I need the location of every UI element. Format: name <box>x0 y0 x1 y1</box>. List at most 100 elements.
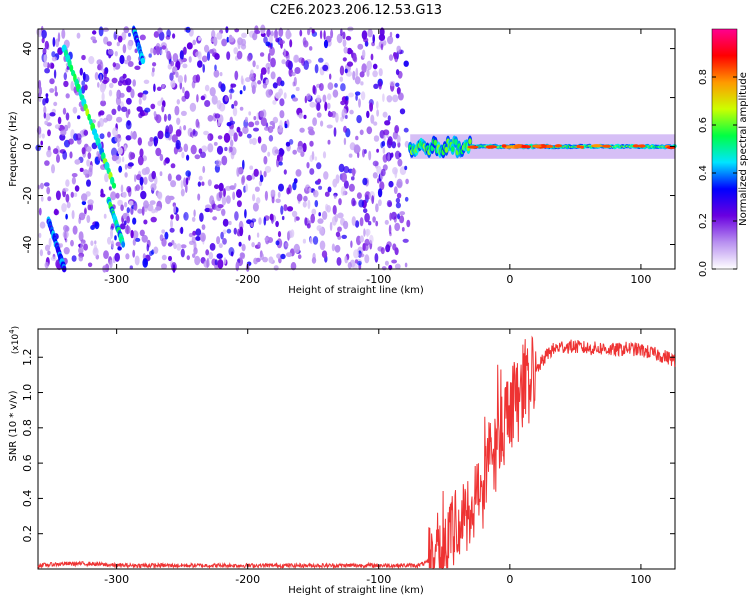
streak-mark <box>111 182 117 189</box>
noise-blob <box>111 154 118 162</box>
noise-blob <box>344 68 348 74</box>
noise-blob <box>203 130 209 136</box>
noise-blob <box>207 134 211 141</box>
noise-blob <box>404 165 408 171</box>
noise-blob <box>182 63 188 69</box>
noise-blob <box>268 34 273 44</box>
noise-blob <box>222 238 227 245</box>
noise-blob <box>169 227 175 233</box>
noise-blob <box>366 69 370 78</box>
noise-blob <box>81 80 86 87</box>
noise-blob <box>108 89 113 97</box>
noise-blob <box>174 105 180 116</box>
noise-blob <box>226 228 232 234</box>
noise-blob <box>404 262 408 268</box>
noise-blob <box>303 195 308 202</box>
noise-blob <box>119 92 125 98</box>
noise-blob <box>216 253 223 259</box>
noise-blob <box>318 57 324 63</box>
noise-blob <box>184 90 190 100</box>
noise-blob <box>213 141 218 146</box>
noise-blob <box>342 31 346 40</box>
noise-blob <box>98 153 101 162</box>
noise-blob <box>278 148 285 156</box>
noise-blob <box>380 141 384 149</box>
noise-blob <box>38 232 42 239</box>
noise-blob <box>382 154 388 163</box>
noise-blob <box>395 82 400 88</box>
noise-blob <box>272 116 279 124</box>
noise-blob <box>172 53 179 63</box>
noise-blob <box>45 113 51 121</box>
snr-panel: -300 -200 -100 0 100 0.2 0.4 0.6 0.8 1.0 1.2 Heig… <box>8 326 676 596</box>
noise-blob <box>186 42 193 50</box>
noise-blob <box>289 39 293 48</box>
noise-blob <box>309 101 316 108</box>
noise-blob <box>238 241 242 247</box>
noise-blob <box>259 174 264 183</box>
noise-blob <box>278 183 284 192</box>
noise-blob <box>114 252 120 262</box>
noise-blob <box>318 227 325 235</box>
noise-blob <box>280 253 286 260</box>
noise-blob <box>382 93 385 102</box>
noise-blob <box>198 175 203 181</box>
noise-blob <box>70 239 74 247</box>
noise-blob <box>43 112 46 119</box>
noise-blob <box>90 225 95 230</box>
noise-blob <box>54 91 58 97</box>
noise-blob <box>139 229 145 237</box>
noise-blob <box>394 222 401 232</box>
noise-blob <box>387 152 391 163</box>
noise-blob <box>223 188 226 197</box>
noise-blob <box>249 138 253 145</box>
noise-blob <box>272 82 278 89</box>
noise-blob <box>334 83 338 88</box>
noise-blob <box>159 171 163 177</box>
noise-blob <box>268 135 274 142</box>
noise-blob <box>303 114 307 119</box>
noise-blob <box>290 229 295 238</box>
noise-blob <box>126 186 132 193</box>
noise-blob <box>83 129 89 136</box>
noise-blob <box>270 189 276 195</box>
noise-blob <box>318 185 323 190</box>
noise-blob <box>327 82 334 90</box>
noise-blob <box>197 193 201 201</box>
noise-blob <box>285 29 292 40</box>
noise-blob <box>309 140 314 147</box>
noise-blob <box>65 93 70 99</box>
signal-mark <box>450 146 455 153</box>
noise-blob <box>264 190 268 201</box>
noise-blob <box>170 163 176 169</box>
noise-blob <box>152 62 157 67</box>
noise-blob <box>387 35 394 45</box>
noise-blob <box>382 129 390 136</box>
noise-blob <box>127 162 134 167</box>
noise-blob <box>273 29 279 39</box>
noise-blob <box>376 165 382 174</box>
noise-blob <box>132 249 136 258</box>
noise-blob <box>62 230 69 239</box>
noise-blob <box>236 200 242 208</box>
noise-blob <box>368 221 372 226</box>
noise-blob <box>130 88 135 99</box>
noise-blob <box>397 213 400 220</box>
noise-blob <box>92 39 98 44</box>
noise-blob <box>354 91 361 96</box>
noise-blob <box>394 247 399 256</box>
noise-blob <box>195 236 201 241</box>
noise-blob <box>117 246 122 251</box>
noise-blob <box>114 51 118 57</box>
noise-blob <box>186 255 190 261</box>
noise-blob <box>67 121 71 129</box>
noise-blob <box>117 147 123 155</box>
y-tick-label: 0 <box>21 143 34 150</box>
noise-blob <box>395 33 400 39</box>
noise-blob <box>283 48 287 58</box>
noise-blob <box>214 53 220 60</box>
noise-blob <box>375 203 379 213</box>
noise-blob <box>150 47 154 54</box>
noise-blob <box>71 255 77 262</box>
x-tick-label: 0 <box>506 273 513 286</box>
